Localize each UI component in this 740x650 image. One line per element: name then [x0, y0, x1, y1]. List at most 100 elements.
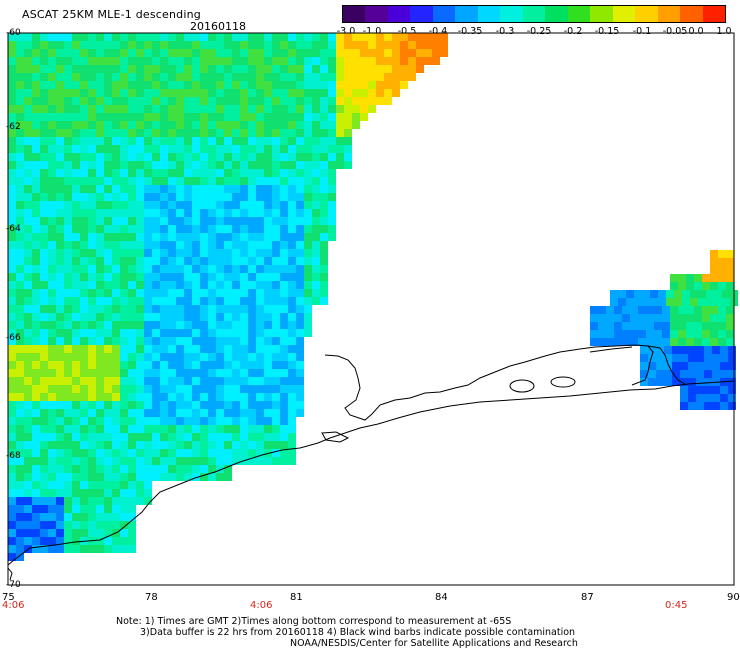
data-cell	[224, 97, 232, 105]
data-cell	[224, 417, 232, 425]
data-cell	[56, 289, 64, 297]
latitude-label: -68	[6, 451, 21, 461]
data-cell	[128, 481, 136, 489]
data-cell	[120, 49, 128, 57]
data-cell	[240, 385, 248, 393]
data-cell	[664, 346, 672, 354]
data-cell	[168, 385, 176, 393]
data-cell	[128, 489, 136, 497]
data-cell	[256, 297, 264, 305]
data-cell	[16, 329, 24, 337]
data-cell	[72, 169, 80, 177]
data-cell	[136, 361, 144, 369]
data-cell	[88, 361, 96, 369]
island-1	[550, 376, 576, 388]
data-cell	[160, 217, 168, 225]
data-cell	[88, 409, 96, 417]
data-cell	[264, 249, 272, 257]
data-cell	[120, 441, 128, 449]
data-cell	[88, 33, 96, 41]
data-cell	[256, 129, 264, 137]
data-cell	[112, 177, 120, 185]
data-cell	[24, 417, 32, 425]
data-cell	[136, 153, 144, 161]
data-cell	[224, 433, 232, 441]
data-cell	[312, 73, 320, 81]
data-cell	[360, 97, 368, 105]
data-cell	[432, 41, 440, 49]
data-cell	[8, 169, 16, 177]
data-cell	[296, 209, 304, 217]
data-cell	[216, 169, 224, 177]
data-cell	[104, 329, 112, 337]
data-cell	[224, 209, 232, 217]
data-cell	[88, 465, 96, 473]
data-cell	[120, 265, 128, 273]
data-cell	[152, 57, 160, 65]
data-cell	[680, 354, 688, 362]
data-cell	[296, 361, 304, 369]
note-line-3: NOAA/NESDIS/Center for Satellite Applica…	[290, 638, 578, 649]
data-cell	[184, 345, 192, 353]
data-cell	[240, 41, 248, 49]
data-cell	[160, 89, 168, 97]
data-cell	[160, 449, 168, 457]
data-cell	[192, 49, 200, 57]
data-cell	[248, 401, 256, 409]
data-cell	[184, 153, 192, 161]
data-cell	[104, 353, 112, 361]
data-cell	[352, 81, 360, 89]
data-cell	[48, 193, 56, 201]
data-cell	[216, 289, 224, 297]
coastline-west	[7, 388, 656, 566]
data-cell	[136, 73, 144, 81]
data-cell	[280, 233, 288, 241]
data-cell	[8, 177, 16, 185]
data-cell	[336, 129, 344, 137]
data-cell	[152, 177, 160, 185]
data-cell	[654, 338, 662, 346]
data-cell	[248, 145, 256, 153]
data-cell	[120, 305, 128, 313]
data-cell	[72, 513, 80, 521]
data-cell	[72, 337, 80, 345]
data-cell	[88, 65, 96, 73]
data-cell	[184, 233, 192, 241]
data-cell	[280, 33, 288, 41]
data-cell	[224, 265, 232, 273]
data-cell	[272, 401, 280, 409]
data-cell	[192, 257, 200, 265]
data-cell	[72, 433, 80, 441]
data-cell	[640, 370, 648, 378]
data-cell	[72, 497, 80, 505]
data-cell	[24, 49, 32, 57]
data-cell	[686, 338, 694, 346]
data-cell	[312, 33, 320, 41]
data-cell	[8, 121, 16, 129]
data-cell	[56, 249, 64, 257]
data-cell	[272, 353, 280, 361]
data-cell	[184, 441, 192, 449]
data-cell	[192, 473, 200, 481]
data-cell	[40, 433, 48, 441]
data-cell	[168, 401, 176, 409]
data-cell	[216, 161, 224, 169]
data-cell	[240, 137, 248, 145]
data-cell	[104, 257, 112, 265]
data-cell	[144, 65, 152, 73]
data-cell	[80, 97, 88, 105]
data-cell	[16, 513, 24, 521]
data-cell	[144, 289, 152, 297]
data-cell	[686, 322, 694, 330]
colorbar-swatch	[343, 6, 366, 22]
data-cell	[200, 121, 208, 129]
data-cell	[216, 33, 224, 41]
data-cell	[32, 281, 40, 289]
data-cell	[336, 65, 344, 73]
data-cell	[320, 89, 328, 97]
data-cell	[224, 289, 232, 297]
peninsula-east	[647, 345, 686, 385]
data-cell	[40, 265, 48, 273]
data-cell	[40, 217, 48, 225]
data-cell	[56, 441, 64, 449]
